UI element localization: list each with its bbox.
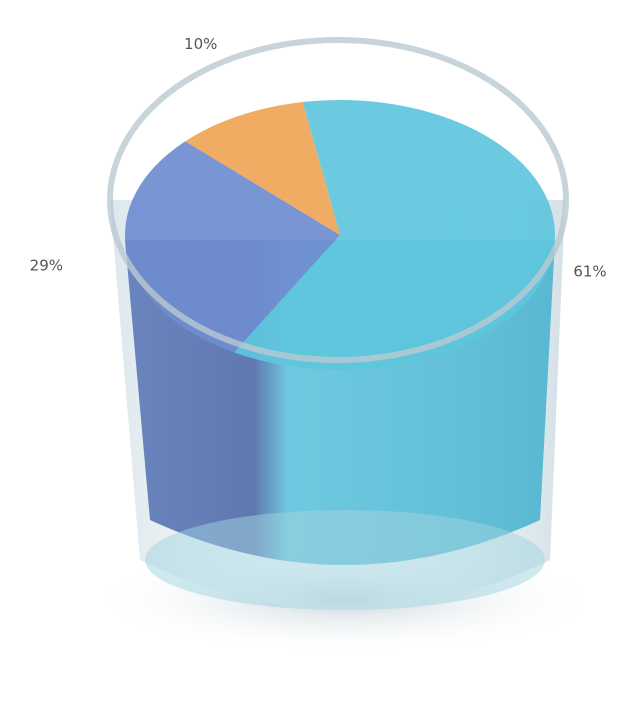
value-label: 61%	[573, 262, 606, 280]
pie	[125, 100, 556, 371]
value-label: 29%	[30, 256, 63, 274]
glass-rim	[107, 37, 569, 363]
value-label: 10%	[184, 35, 217, 53]
pie-slice	[125, 141, 340, 353]
glass-base	[145, 510, 545, 610]
pie-slice	[233, 100, 556, 371]
pie-slice	[185, 102, 340, 235]
